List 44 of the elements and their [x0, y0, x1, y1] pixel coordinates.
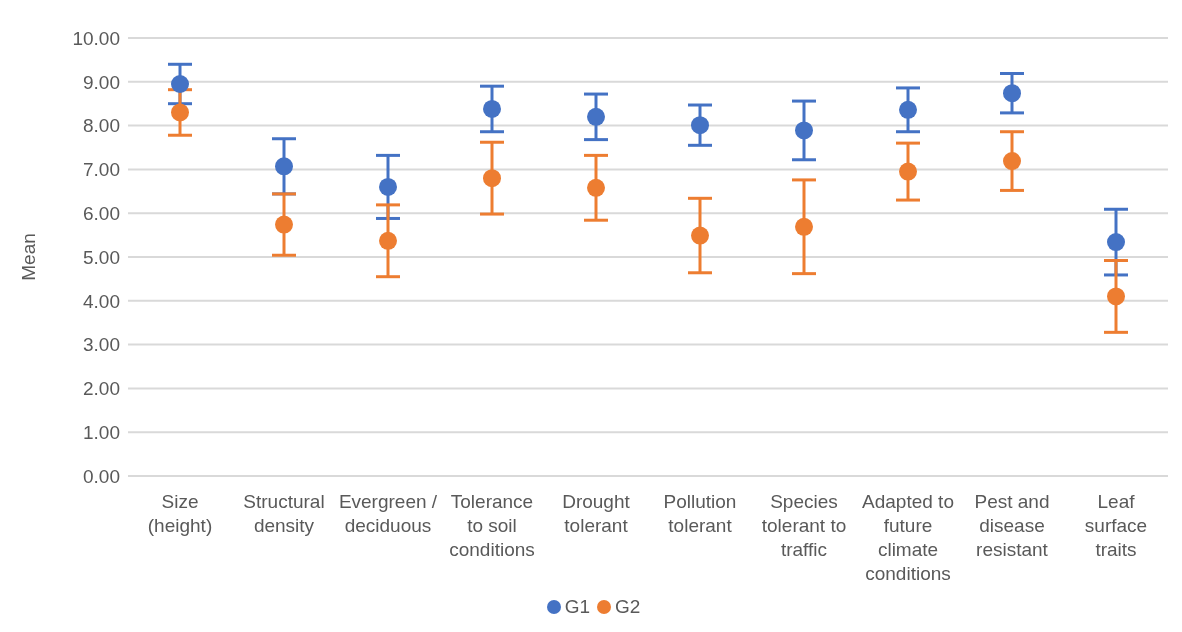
point	[483, 99, 501, 118]
point	[1107, 233, 1125, 252]
x-tick-label: Pest and disease resistant	[974, 491, 1050, 560]
point	[795, 121, 813, 140]
x-tick-label: Leaf surface traits	[1084, 491, 1148, 560]
point	[171, 74, 189, 93]
point	[379, 231, 397, 250]
point	[691, 226, 709, 245]
y-tick-label: 7.00	[83, 159, 120, 181]
point	[899, 100, 917, 119]
y-tick-label: 3.00	[83, 334, 120, 356]
x-tick-label: Tolerance to soil conditions	[449, 491, 535, 560]
point	[899, 162, 917, 181]
point	[587, 178, 605, 197]
point	[587, 107, 605, 126]
legend-label: G1	[563, 596, 590, 618]
x-tick-label: Pollution tolerant	[663, 491, 737, 536]
y-tick-label: 0.00	[83, 465, 120, 487]
x-tick-label: Size (height)	[147, 491, 213, 536]
y-tick-label: 2.00	[83, 378, 120, 400]
point	[275, 157, 293, 176]
y-tick-label: 8.00	[83, 115, 120, 137]
point	[795, 217, 813, 236]
x-tick-label: Structural density	[243, 491, 325, 536]
x-tick-label: Adapted to future climate conditions	[862, 491, 954, 584]
y-tick-label: 5.00	[83, 246, 120, 268]
point	[1003, 152, 1021, 171]
y-axis-title: Mean	[17, 233, 39, 281]
point	[1003, 84, 1021, 103]
x-tick-label: Species tolerant to traffic	[761, 491, 847, 560]
x-tick-label: Drought tolerant	[562, 491, 631, 536]
y-tick-label: 4.00	[83, 290, 120, 312]
x-tick-label: Evergreen / deciduous	[338, 491, 438, 536]
point	[379, 177, 397, 196]
y-tick-label: 6.00	[83, 202, 120, 224]
point	[1107, 287, 1125, 306]
y-tick-label: 9.00	[83, 71, 120, 93]
point	[275, 215, 293, 234]
point	[483, 169, 501, 188]
point	[691, 116, 709, 135]
y-tick-label: 10.00	[72, 27, 120, 49]
legend-label: G2	[614, 596, 641, 618]
point	[171, 103, 189, 122]
y-tick-label: 1.00	[83, 421, 120, 443]
